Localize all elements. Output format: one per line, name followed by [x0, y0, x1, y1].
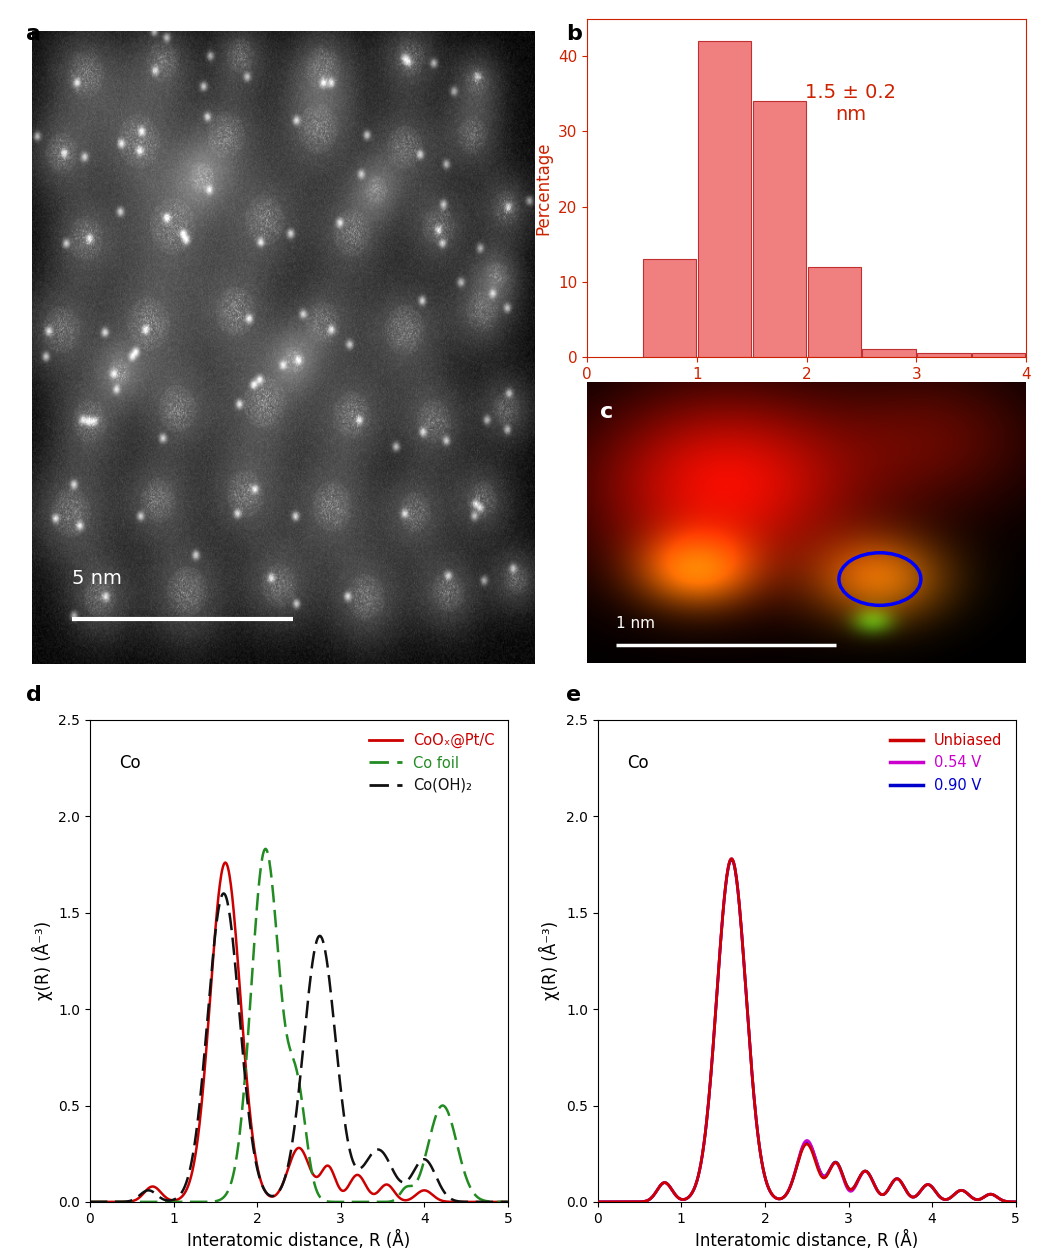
Bar — [698, 41, 751, 357]
Legend: CoOₓ@Pt/C, Co foil, Co(OH)₂: CoOₓ@Pt/C, Co foil, Co(OH)₂ — [364, 727, 500, 799]
Bar — [807, 267, 861, 357]
X-axis label: Interatomic distance, R (Å): Interatomic distance, R (Å) — [695, 1231, 918, 1251]
Text: c: c — [600, 402, 614, 422]
Bar — [643, 259, 696, 357]
Bar — [917, 353, 970, 357]
Text: 5 nm: 5 nm — [72, 568, 122, 587]
Text: a: a — [26, 24, 41, 44]
X-axis label: Interatomic distance, R (Å): Interatomic distance, R (Å) — [187, 1231, 411, 1251]
Text: Co: Co — [120, 754, 141, 771]
Text: Co: Co — [627, 754, 649, 771]
X-axis label: Size (nm): Size (nm) — [767, 387, 846, 406]
Y-axis label: Percentage: Percentage — [534, 141, 552, 234]
Text: e: e — [566, 685, 581, 705]
Text: 1 nm: 1 nm — [617, 616, 656, 631]
Text: b: b — [566, 24, 582, 44]
Text: 1.5 ± 0.2
nm: 1.5 ± 0.2 nm — [805, 83, 896, 124]
Text: d: d — [26, 685, 42, 705]
Y-axis label: χ(R) (Å⁻³): χ(R) (Å⁻³) — [540, 921, 561, 1000]
Bar — [752, 101, 806, 357]
Y-axis label: χ(R) (Å⁻³): χ(R) (Å⁻³) — [32, 921, 53, 1000]
Bar — [862, 349, 915, 357]
Bar — [972, 353, 1025, 357]
Legend: Unbiased, 0.54 V, 0.90 V: Unbiased, 0.54 V, 0.90 V — [884, 727, 1008, 799]
